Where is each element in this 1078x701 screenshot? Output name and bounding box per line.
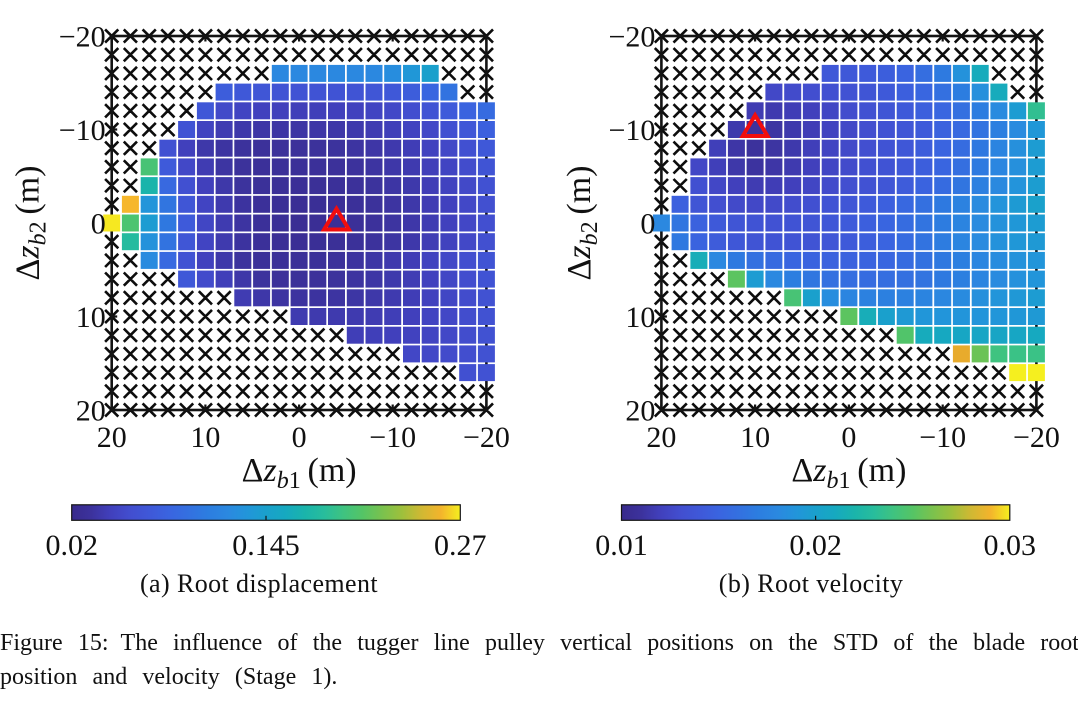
svg-text:−20: −20 xyxy=(608,21,655,54)
svg-text:0: 0 xyxy=(841,421,856,454)
svg-text:−10: −10 xyxy=(59,114,106,147)
svg-text:Δzb2 (m): Δzb2 (m) xyxy=(10,165,52,280)
svg-text:10: 10 xyxy=(740,421,770,454)
svg-text:10: 10 xyxy=(76,301,106,334)
svg-text:0.27: 0.27 xyxy=(434,529,487,562)
svg-text:(b) Root velocity: (b) Root velocity xyxy=(719,569,903,598)
svg-text:20: 20 xyxy=(625,395,655,428)
svg-text:0: 0 xyxy=(292,421,307,454)
svg-text:position and velocity (Stage 1: position and velocity (Stage 1). xyxy=(0,664,337,690)
svg-text:−20: −20 xyxy=(59,21,106,54)
svg-text:20: 20 xyxy=(97,421,127,454)
svg-text:−20: −20 xyxy=(1013,421,1060,454)
svg-text:0: 0 xyxy=(640,208,655,241)
svg-text:−10: −10 xyxy=(919,421,966,454)
svg-text:0: 0 xyxy=(91,208,106,241)
svg-text:−20: −20 xyxy=(463,421,510,454)
svg-text:0.01: 0.01 xyxy=(595,529,648,562)
svg-text:−10: −10 xyxy=(608,114,655,147)
svg-text:20: 20 xyxy=(646,421,676,454)
svg-text:20: 20 xyxy=(76,395,106,428)
svg-text:−10: −10 xyxy=(369,421,416,454)
svg-text:10: 10 xyxy=(190,421,220,454)
svg-text:0.02: 0.02 xyxy=(45,529,98,562)
svg-text:0.03: 0.03 xyxy=(984,529,1037,562)
svg-text:0.02: 0.02 xyxy=(789,529,842,562)
svg-text:0.145: 0.145 xyxy=(232,529,300,562)
svg-text:Δzb1 (m): Δzb1 (m) xyxy=(791,452,906,494)
svg-text:Figure 15: The influence of th: Figure 15: The influence of the tugger l… xyxy=(0,630,1078,656)
svg-text:10: 10 xyxy=(625,301,655,334)
svg-text:(a) Root displacement: (a) Root displacement xyxy=(140,569,378,598)
svg-text:Δzb2 (m): Δzb2 (m) xyxy=(561,165,603,280)
